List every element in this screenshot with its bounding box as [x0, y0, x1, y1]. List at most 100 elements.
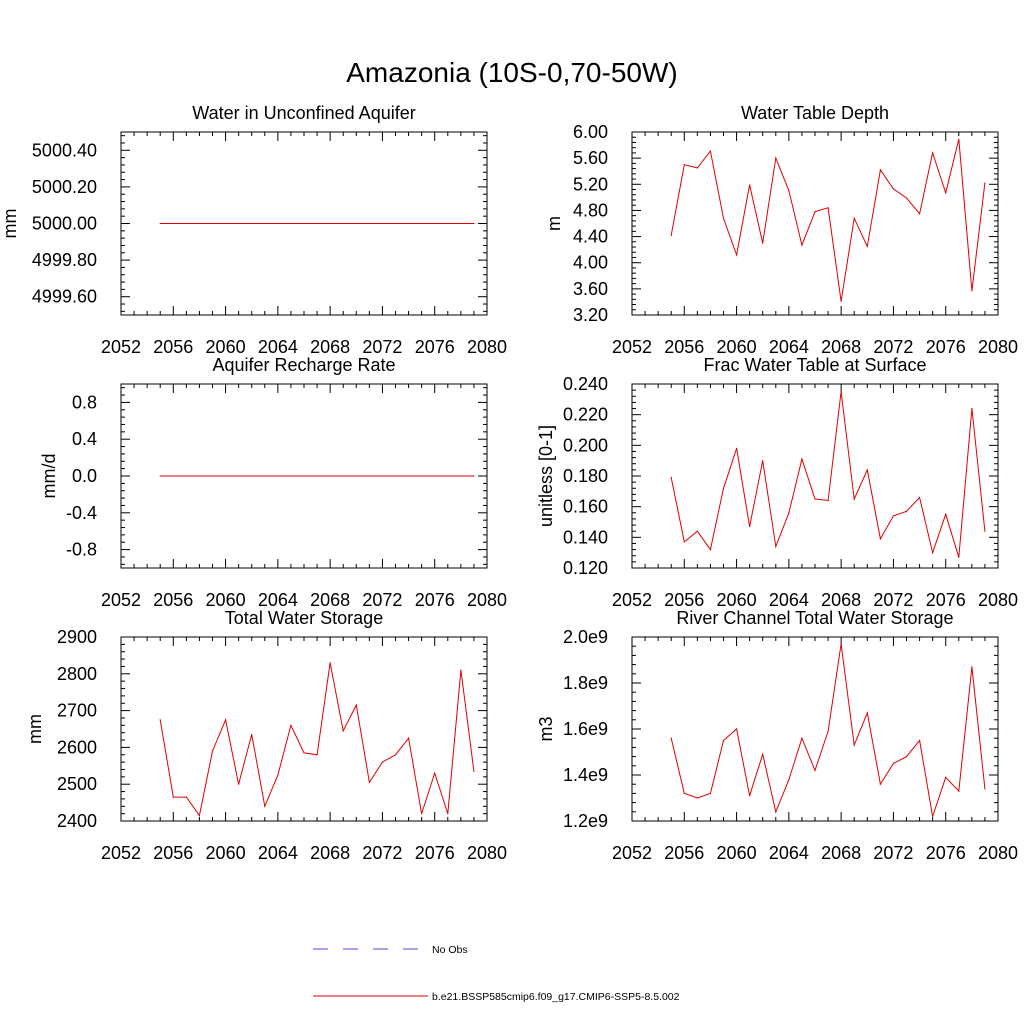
data-point: [827, 499, 829, 502]
data-point: [329, 475, 331, 477]
data-point: [801, 737, 803, 739]
y-tick-label: 5000.00: [32, 214, 97, 234]
data-point: [840, 643, 842, 645]
data-point: [879, 538, 881, 540]
data-point: [224, 222, 227, 225]
x-tick-label: 2060: [206, 590, 246, 610]
data-point: [159, 222, 161, 225]
data-point: [775, 157, 777, 159]
panel-frac-water-table-at-surface: Frac Water Table at Surface 2052 2056 2060 2…: [536, 355, 1018, 610]
y-axis-label: mm: [25, 714, 45, 744]
data-point: [788, 512, 790, 514]
data-point: [473, 475, 475, 477]
y-tick-label: 2.0e9: [563, 627, 608, 647]
data-point: [866, 245, 868, 247]
data-point: [932, 152, 934, 154]
y-tick-label: 0.180: [563, 466, 608, 486]
data-point: [159, 475, 161, 477]
panel-title: Total Water Storage: [225, 608, 383, 628]
data-point: [198, 475, 201, 477]
data-point: [447, 475, 449, 477]
data-point: [303, 475, 305, 477]
data-point: [316, 754, 318, 756]
y-tick-label: 1.8e9: [563, 673, 608, 693]
data-point: [447, 813, 449, 815]
data-point: [892, 188, 895, 190]
x-tick-label: 2060: [206, 337, 246, 357]
data-point: [407, 475, 410, 477]
data-point: [460, 222, 462, 225]
data-point: [945, 192, 947, 194]
data-point: [407, 737, 410, 739]
x-tick-label: 2076: [415, 590, 455, 610]
data-point: [722, 487, 725, 489]
x-tick-label: 2072: [873, 337, 913, 357]
x-tick-label: 2076: [415, 337, 455, 357]
data-point: [984, 530, 986, 532]
data-point: [316, 222, 318, 225]
plot-frame: [120, 636, 488, 822]
series-line-0: [670, 139, 986, 302]
x-tick-label: 2068: [821, 337, 861, 357]
data-point: [984, 182, 986, 184]
data-point: [905, 197, 908, 199]
x-tick-label: 2052: [612, 843, 652, 863]
data-point: [290, 222, 292, 225]
data-point: [303, 752, 305, 754]
y-tick-label: 2800: [57, 664, 97, 684]
data-point: [749, 184, 751, 186]
x-tick-label: 2068: [310, 843, 350, 863]
data-point: [749, 526, 751, 528]
y-axis-label: m3: [536, 716, 556, 741]
data-point: [264, 805, 266, 807]
data-point: [853, 744, 855, 746]
data-point: [185, 222, 187, 225]
data-point: [788, 779, 790, 781]
data-point: [394, 222, 397, 225]
y-tick-label: 0.140: [563, 527, 608, 547]
data-point: [381, 475, 384, 477]
y-tick-label: 0.220: [563, 405, 608, 425]
panels: Water in Unconfined Aquifer 2052 2056 2060 2…: [0, 103, 1018, 863]
y-tick-label: 1.6e9: [563, 719, 608, 739]
data-point: [460, 475, 462, 477]
y-axis-label: mm/d: [39, 454, 59, 499]
x-tick-label: 2080: [467, 843, 507, 863]
data-point: [460, 669, 462, 671]
data-point: [670, 737, 672, 739]
data-point: [749, 795, 751, 797]
data-point: [394, 475, 397, 477]
panel-total-water-storage: Total Water Storage 2052 2056 2060 2064 2068 2…: [25, 608, 507, 863]
data-point: [342, 475, 344, 477]
data-point: [945, 513, 947, 515]
x-tick-label: 2052: [612, 590, 652, 610]
x-tick-label: 2068: [310, 590, 350, 610]
panel-water-in-unconfined-aquifer: Water in Unconfined Aquifer 2052 2056 2060 2…: [0, 103, 507, 357]
data-point: [905, 756, 908, 758]
data-point: [735, 728, 738, 730]
data-point: [277, 222, 279, 225]
data-point: [329, 222, 331, 225]
data-point: [709, 549, 712, 551]
y-tick-label: 5000.40: [32, 140, 97, 160]
x-tick-label: 2068: [821, 590, 861, 610]
x-tick-label: 2052: [101, 843, 141, 863]
y-tick-label: 5.60: [573, 148, 608, 168]
x-tick-label: 2072: [873, 590, 913, 610]
data-point: [473, 222, 475, 225]
x-tick-label: 2056: [153, 590, 193, 610]
data-point: [211, 222, 214, 225]
data-point: [840, 391, 842, 393]
data-point: [696, 530, 698, 532]
panel-water-table-depth: Water Table Depth 2052 2056 2060 2064 2068 207…: [544, 103, 1018, 357]
y-tick-label: 2500: [57, 774, 97, 794]
y-tick-label: 5.20: [573, 174, 608, 194]
x-tick-label: 2068: [310, 337, 350, 357]
y-tick-label: 0.200: [563, 435, 608, 455]
y-axis-label: unitless [0-1]: [536, 425, 556, 527]
data-point: [762, 460, 764, 462]
data-point: [670, 234, 672, 236]
y-axis-label: m: [544, 216, 564, 231]
y-tick-label: 1.4e9: [563, 765, 608, 785]
x-tick-label: 2060: [717, 843, 757, 863]
